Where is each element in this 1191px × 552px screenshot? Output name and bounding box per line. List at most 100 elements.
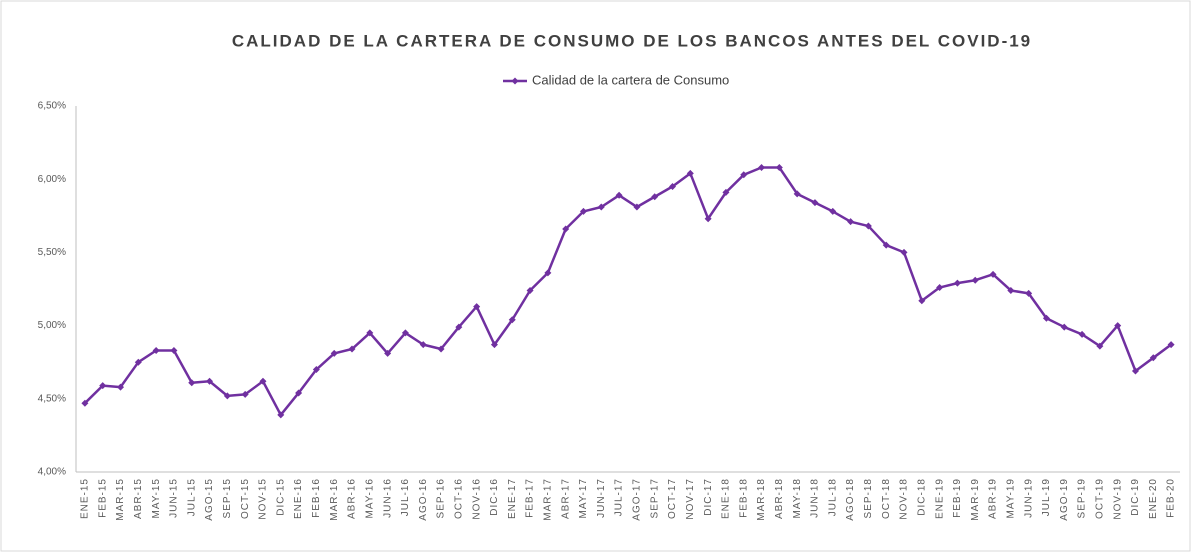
x-tick-label: JUN-16 [382, 478, 393, 518]
x-tick-label: AGO-15 [204, 478, 215, 521]
legend-marker [511, 77, 519, 85]
point-marker [864, 222, 872, 230]
x-tick-label: DIC-17 [703, 478, 714, 516]
point-marker [1114, 322, 1122, 330]
x-tick-label: DIC-16 [489, 478, 500, 516]
x-tick-label: ENE-20 [1148, 478, 1159, 519]
point-marker [473, 303, 481, 311]
x-tick-label: SEP-19 [1077, 478, 1088, 518]
point-marker [1131, 367, 1139, 375]
y-tick-label: 6,50% [38, 101, 66, 112]
y-tick-label: 4,50% [38, 393, 66, 404]
point-marker [579, 207, 587, 215]
legend-label: Calidad de la cartera de Consumo [532, 72, 729, 87]
y-tick-label: 5,50% [38, 247, 66, 258]
point-marker [597, 203, 605, 211]
point-marker [1167, 341, 1175, 349]
x-tick-label: OCT-18 [881, 478, 892, 519]
point-marker [758, 163, 766, 171]
x-tick-label: ENE-16 [293, 478, 304, 519]
x-tick-label: JUL-19 [1041, 478, 1052, 516]
x-tick-label: ABR-15 [133, 478, 144, 519]
x-tick-label: JUL-15 [186, 478, 197, 516]
point-marker [686, 169, 694, 177]
point-marker [651, 193, 659, 201]
x-tick-label: FEB-16 [311, 478, 322, 518]
x-tick-label: SEP-16 [436, 478, 447, 518]
x-tick-label: ENE-17 [507, 478, 518, 519]
x-tick-label: MAR-19 [970, 478, 981, 521]
point-marker [633, 203, 641, 211]
point-marker [1042, 314, 1050, 322]
point-marker [704, 215, 712, 223]
point-marker [188, 379, 196, 387]
x-tick-label: JUN-15 [169, 478, 180, 518]
point-marker [455, 323, 463, 331]
x-tick-label: ENE-15 [80, 478, 91, 519]
point-marker [223, 392, 231, 400]
point-marker [669, 183, 677, 191]
x-tick-label: ENE-19 [934, 478, 945, 519]
point-marker [490, 341, 498, 349]
y-tick-label: 6,00% [38, 174, 66, 185]
point-marker [170, 346, 178, 354]
point-marker [152, 346, 160, 354]
point-marker [562, 225, 570, 233]
point-marker [206, 377, 214, 385]
point-marker [740, 171, 748, 179]
point-marker [989, 270, 997, 278]
x-tick-label: NOV-19 [1112, 478, 1123, 520]
point-marker [811, 199, 819, 207]
x-tick-label: DIC-19 [1130, 478, 1141, 516]
point-marker [259, 377, 267, 385]
point-marker [1025, 289, 1033, 297]
x-tick-label: ABR-18 [774, 478, 785, 519]
x-tick-label: AGO-19 [1059, 478, 1070, 521]
x-tick-label: JUN-18 [810, 478, 821, 518]
x-tick-label: MAR-15 [115, 478, 126, 521]
x-tick-label: MAR-17 [543, 478, 554, 521]
point-marker [312, 366, 320, 374]
point-marker [953, 279, 961, 287]
point-marker [117, 383, 125, 391]
point-marker [99, 382, 107, 390]
point-marker [419, 341, 427, 349]
x-tick-label: NOV-17 [685, 478, 696, 520]
x-tick-label: FEB-17 [525, 478, 536, 518]
x-tick-label: AGO-16 [418, 478, 429, 521]
point-marker [508, 316, 516, 324]
x-tick-label: JUL-16 [400, 478, 411, 516]
x-tick-label: MAY-18 [792, 478, 803, 518]
x-tick-label: DIC-15 [275, 478, 286, 516]
point-marker [1060, 323, 1068, 331]
point-marker [366, 329, 374, 337]
point-marker [1078, 330, 1086, 338]
point-marker [384, 349, 392, 357]
point-marker [81, 399, 89, 407]
series-line [84, 166, 1172, 417]
x-tick-label: MAY-16 [364, 478, 375, 518]
x-tick-label: SEP-18 [863, 478, 874, 518]
point-marker [526, 286, 534, 294]
x-tick-label: FEB-19 [952, 478, 963, 518]
x-tick-label: MAY-19 [1005, 478, 1016, 518]
point-marker [918, 297, 926, 305]
x-tick-label: FEB-15 [97, 478, 108, 518]
x-tick-label: NOV-15 [258, 478, 269, 520]
x-tick-label: MAY-15 [151, 478, 162, 518]
y-tick-label: 5,00% [38, 320, 66, 331]
x-tick-label: MAY-17 [578, 478, 589, 518]
x-tick-label: JUN-19 [1023, 478, 1034, 518]
x-tick-label: FEB-20 [1166, 478, 1177, 518]
point-marker [544, 269, 552, 277]
point-marker [1007, 286, 1015, 294]
x-tick-label: JUL-17 [614, 478, 625, 516]
point-marker [241, 390, 249, 398]
x-tick-label: AGO-18 [845, 478, 856, 521]
x-tick-label: OCT-17 [667, 478, 678, 519]
point-marker [936, 284, 944, 292]
x-tick-label: MAR-16 [329, 478, 340, 521]
point-marker [348, 345, 356, 353]
x-tick-label: OCT-15 [240, 478, 251, 519]
